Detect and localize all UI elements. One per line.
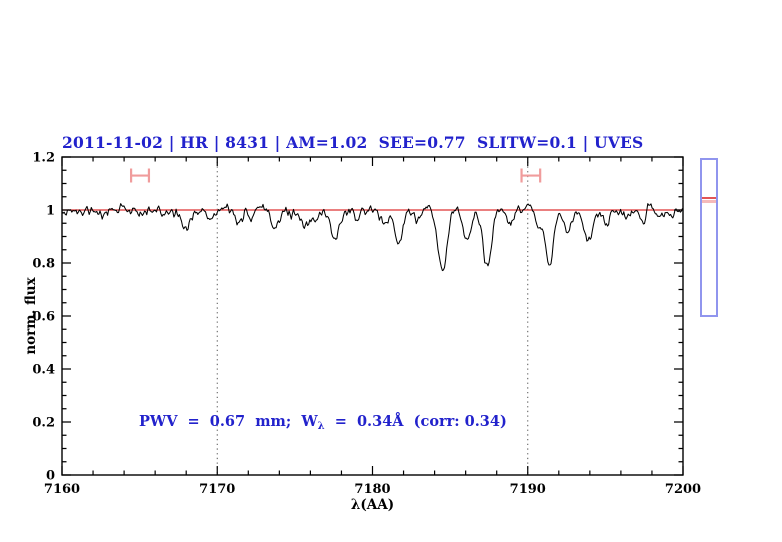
y-tick-label: 1 <box>46 204 55 219</box>
x-tick-label: 7170 <box>199 482 235 497</box>
x-tick-label: 7200 <box>665 482 701 497</box>
range-marker <box>129 168 151 183</box>
x-tick-label: 7190 <box>510 482 546 497</box>
y-tick-label: 0.8 <box>32 257 55 272</box>
x-tick-label: 7180 <box>354 482 390 497</box>
y-tick-label: 0 <box>46 469 55 484</box>
axis-ticks <box>61 156 684 476</box>
pwv-annotation-suffix: = 0.34Å (corr: 0.34) <box>324 413 507 430</box>
y-tick-label: 0.4 <box>32 363 55 378</box>
gauge-pink-line <box>702 200 716 203</box>
y-tick-label: 0.6 <box>32 310 55 325</box>
gauge-red-line <box>702 197 716 199</box>
spectrum-curve <box>61 203 683 272</box>
y-axis-label: norm. flux <box>23 277 39 355</box>
y-tick-label: 0.2 <box>32 416 55 431</box>
pwv-annotation: PWV = 0.67 mm; Wλ = 0.34Å (corr: 0.34) <box>139 413 507 432</box>
pwv-annotation-prefix: PWV = 0.67 mm; W <box>139 413 318 430</box>
figure-title: 2011-11-02 | HR | 8431 | AM=1.02 SEE=0.7… <box>62 133 644 152</box>
x-axis-label: λ(AA) <box>350 497 395 513</box>
side-indicator-bar <box>700 158 718 317</box>
pwv-annotation-subscript: λ <box>317 421 325 432</box>
x-tick-label: 7160 <box>44 482 80 497</box>
range-marker <box>520 168 542 183</box>
y-tick-label: 1.2 <box>32 151 55 166</box>
